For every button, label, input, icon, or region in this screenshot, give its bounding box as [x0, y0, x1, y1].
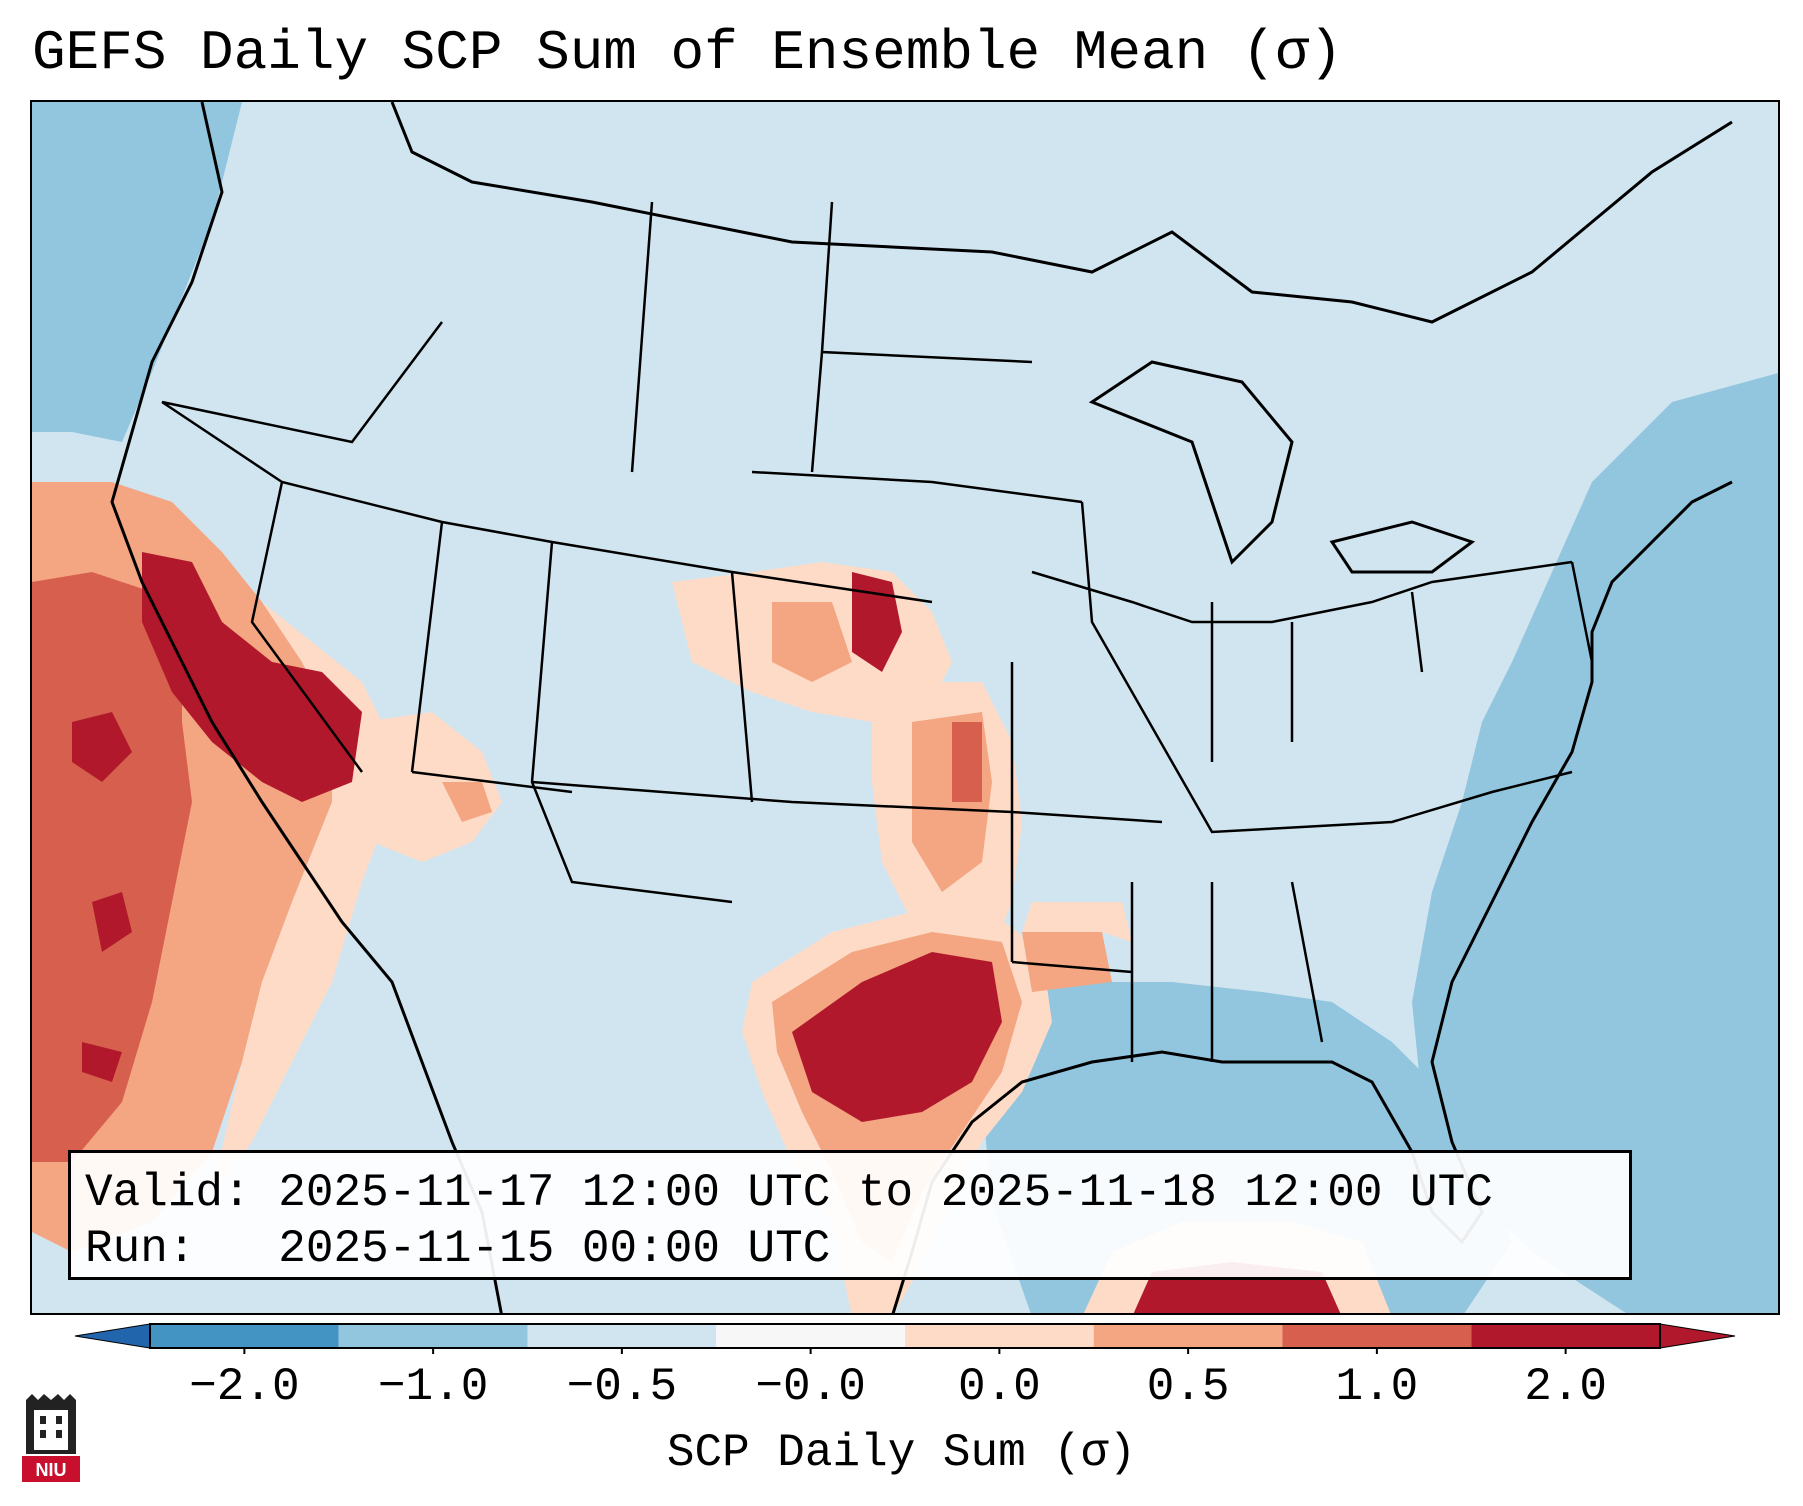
colorbar-segment	[1282, 1324, 1472, 1348]
scp-shade-texas-core	[792, 952, 1002, 1122]
colorbar-tick-label: 2.0	[1524, 1361, 1608, 1413]
validity-info-box: Valid: 2025-11-17 12:00 UTC to 2025-11-1…	[68, 1150, 1632, 1280]
scp-shade-arkansas	[1022, 932, 1112, 992]
scp-shade-nebraska-core	[852, 572, 902, 672]
great-lakes	[1088, 360, 1476, 574]
map-canvas	[32, 102, 1778, 1313]
atlantic-ocean	[1412, 373, 1778, 1313]
valid-value: 2025-11-17 12:00 UTC to 2025-11-18 12:00…	[278, 1167, 1493, 1219]
colorbar-tick-label: −1.0	[377, 1361, 489, 1413]
scp-shade-ks-ok-core	[952, 722, 982, 802]
colorbar-segment	[527, 1324, 717, 1348]
colorbar-tick-label: 1.0	[1335, 1361, 1419, 1413]
colorbar-tick-label: 0.5	[1146, 1361, 1230, 1413]
colorbar-segment	[150, 1324, 339, 1348]
logo-text: NIU	[36, 1460, 67, 1480]
scp-shade-california-core	[142, 552, 362, 802]
colorbar-segment	[905, 1324, 1094, 1348]
colorbar-label: SCP Daily Sum (σ)	[666, 1427, 1137, 1479]
colorbar-tick-label: −2.0	[189, 1361, 300, 1413]
colorbar-tick-label: −0.0	[755, 1361, 866, 1413]
page-title: GEFS Daily SCP Sum of Ensemble Mean (σ)	[32, 21, 1343, 85]
scp-shade-great-basin	[362, 712, 502, 862]
colorbar-extend-high	[1659, 1323, 1736, 1349]
colorbar-tick-label: 0.0	[957, 1361, 1041, 1413]
map-panel[interactable]	[30, 100, 1780, 1315]
run-value: 2025-11-15 00:00 UTC	[278, 1223, 831, 1275]
scp-shade-great-basin-mid	[442, 782, 492, 822]
valid-label: Valid:	[85, 1167, 251, 1219]
scp-shade-pacific-2.0	[32, 572, 192, 1162]
colorbar-outline	[149, 1323, 1661, 1349]
run-label: Run:	[85, 1223, 196, 1275]
colorbar-segment	[716, 1324, 905, 1348]
colorbar-segment	[1471, 1324, 1660, 1348]
colorbar-tick-label: −0.5	[566, 1361, 678, 1413]
scp-shade-arkansas-outer	[1022, 902, 1132, 942]
state-borders	[161, 201, 1594, 1062]
colorbar-extend-low	[74, 1323, 151, 1349]
colorbar-segment	[1093, 1324, 1283, 1348]
scp-shade-pacific-core	[72, 712, 132, 1082]
pacific-ocean	[32, 102, 242, 442]
niu-logo-icon: NIU	[22, 1394, 80, 1482]
colorbar-segment	[338, 1324, 528, 1348]
scp-shade-nebraska-mid	[772, 602, 852, 682]
colorbar	[74, 1323, 1736, 1354]
